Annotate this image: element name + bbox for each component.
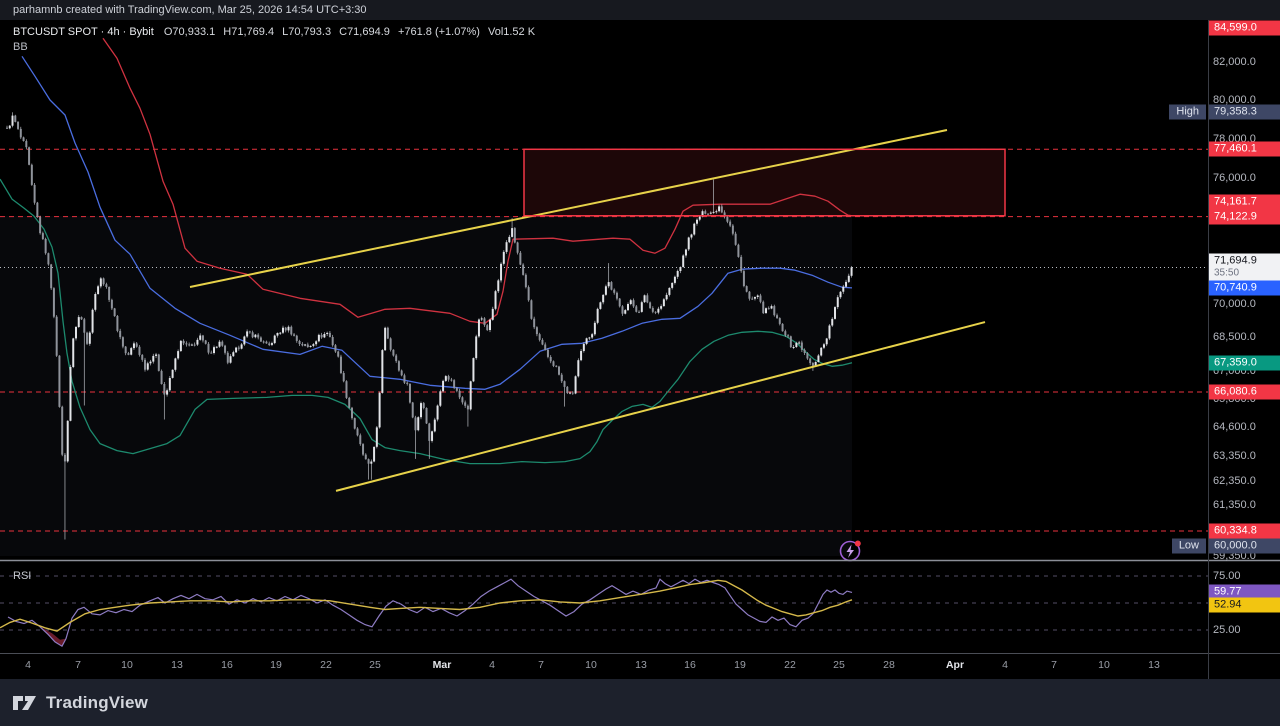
rsi-axis-label: 75.00	[1213, 570, 1241, 582]
volume-readout: Vol1.52 K	[487, 26, 536, 38]
time-axis-label: 16	[221, 659, 233, 671]
price-axis-label: 82,000.0	[1213, 56, 1256, 69]
price-level-badge: 84,599.0	[1209, 20, 1280, 36]
top-bar: parhamnb created with TradingView.com, M…	[0, 0, 1280, 20]
rsi-label[interactable]: RSI	[13, 570, 32, 582]
supply-zone-fill[interactable]	[524, 149, 1005, 216]
ohlc-open: O70,933.1	[163, 26, 216, 38]
trendline[interactable]	[189, 129, 948, 288]
time-axis-label: 22	[784, 659, 796, 671]
price-axis-label: 80,000.0	[1213, 94, 1256, 106]
supply-zone-border[interactable]	[523, 148, 1006, 217]
time-axis-label: 4	[489, 659, 495, 671]
price-axis-label: 63,350.0	[1213, 450, 1256, 463]
time-axis-label: 4	[1002, 659, 1008, 671]
time-axis-label: 22	[320, 659, 332, 671]
time-axis-label: 13	[635, 659, 647, 671]
price-axis-label: 64,600.0	[1213, 420, 1256, 433]
chart-background-tint	[0, 216, 852, 556]
price-axis-label: 76,000.0	[1213, 172, 1256, 185]
ohlc-close: C71,694.9	[339, 26, 390, 38]
price-axis-label: 70,000.0	[1213, 297, 1256, 310]
rsi-line[interactable]	[7, 578, 853, 648]
time-axis-label: 25	[833, 659, 845, 671]
tradingview-logo-icon[interactable]	[13, 695, 38, 711]
ohlc-high: H71,769.4	[223, 26, 275, 38]
ohlc-low: L70,793.3	[282, 26, 332, 38]
price-level-badge: 67,359.0	[1209, 355, 1280, 371]
rsi-ma-line[interactable]	[0, 579, 853, 632]
rsi-axis-label: 25.00	[1213, 624, 1241, 636]
rsi-value-badge: 59.77	[1209, 584, 1280, 600]
watermark-attribution: parhamnb created with TradingView.com, M…	[13, 4, 367, 16]
band-upper-line[interactable]	[102, 37, 853, 324]
time-axis-label: 7	[75, 659, 81, 671]
time-axis-label: 7	[538, 659, 544, 671]
tradingview-logo-text[interactable]: TradingView	[46, 692, 149, 712]
price-axis-label: 68,500.0	[1213, 331, 1256, 344]
price-level-badge: 77,460.1	[1209, 141, 1280, 157]
rsi-value-badge: 52.94	[1209, 597, 1280, 613]
band-lower-line[interactable]	[0, 178, 853, 465]
current-price-badge: 71,694.9 35:50	[1209, 253, 1280, 281]
indicator-label-bb[interactable]: BB	[13, 41, 28, 53]
time-axis-label: 10	[121, 659, 133, 671]
price-level-badge: 74,122.9	[1209, 209, 1280, 225]
time-axis-label: 10	[1098, 659, 1110, 671]
price-axis-label: 78,000.0	[1213, 132, 1256, 145]
price-level-badge: 74,161.7	[1209, 194, 1280, 210]
time-axis-label: 16	[684, 659, 696, 671]
time-axis-label: 19	[270, 659, 282, 671]
price-level-badge: 66,080.6	[1209, 384, 1280, 400]
time-axis-label: Mar	[432, 659, 452, 671]
time-axis-label: 25	[369, 659, 381, 671]
high-label-chip: High	[1169, 104, 1206, 120]
time-axis-label: 7	[1051, 659, 1057, 671]
time-axis-label: 4	[25, 659, 31, 671]
price-level-badge: 60,334.8	[1209, 523, 1280, 539]
price-axis-label: 62,350.0	[1213, 474, 1256, 487]
price-level-badge: 70,740.9	[1209, 280, 1280, 296]
time-axis-label: Apr	[945, 659, 965, 671]
price-change: +761.8 (+1.07%)	[397, 26, 480, 38]
time-axis-label: 13	[171, 659, 183, 671]
candles	[6, 112, 853, 540]
price-axis-label: 61,350.0	[1213, 499, 1256, 512]
symbol-title[interactable]: BTCUSDT SPOT · 4h · Bybit	[13, 26, 154, 38]
time-axis-label: 13	[1148, 659, 1160, 671]
bottom-bar: TradingView	[0, 679, 1280, 726]
chart-legend[interactable]: BTCUSDT SPOT · 4h · Bybit O70,933.1 H71,…	[13, 26, 540, 38]
price-level-badge: 60,000.0	[1209, 538, 1280, 554]
rsi-divergence-fill	[40, 626, 66, 647]
low-label-chip: Low	[1171, 538, 1206, 554]
trendline[interactable]	[335, 321, 986, 492]
time-axis-label: 19	[734, 659, 746, 671]
time-axis-label: 28	[883, 659, 895, 671]
price-level-badge: 79,358.3	[1209, 104, 1280, 120]
time-axis-label: 10	[585, 659, 597, 671]
